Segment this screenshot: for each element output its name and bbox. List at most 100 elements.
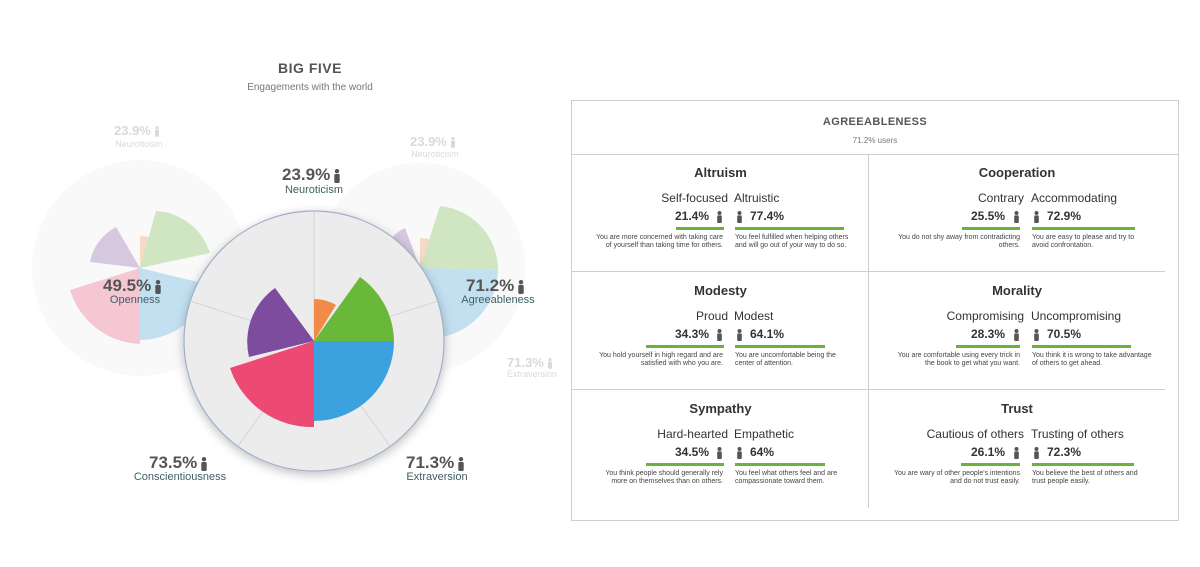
facet-title: Modesty: [694, 283, 747, 298]
facet-sympathy: Sympathy Hard-hearted Empathetic 34.5% 6…: [572, 390, 869, 508]
neuroticism-slice[interactable]: [314, 298, 336, 341]
facet-high-label: Trusting of others: [1031, 427, 1124, 441]
facet-high-description: You are easy to please and try to avoid …: [1032, 234, 1135, 249]
facet-modesty: Modesty Proud Modest 34.3% 64.1% You hol…: [572, 272, 869, 390]
openness-ghost-slices: [70, 211, 210, 344]
person-icon: [155, 279, 161, 294]
agreeableness-panel: AGREEABLENESS 71.2% users Altruism Self-…: [571, 100, 1179, 521]
extraversion-slice[interactable]: [314, 341, 394, 421]
facet-high-bar: [1032, 345, 1131, 348]
person-icon: [1034, 329, 1039, 341]
agreeableness-label[interactable]: Agreeableness: [461, 294, 535, 306]
ghost-extraversion-pct: 71.3%: [507, 355, 553, 370]
facet-low-label: Self-focused: [661, 191, 728, 205]
facet-low-pct: 21.4%: [674, 209, 709, 223]
facet-high-pct: 72.3%: [1047, 445, 1082, 459]
conscientiousness-slice[interactable]: [230, 341, 314, 428]
person-icon: [547, 358, 552, 369]
person-icon: [450, 137, 455, 148]
facet-low-bar: [646, 345, 724, 348]
facet-title: Trust: [1001, 401, 1033, 416]
person-icon: [737, 211, 742, 223]
facet-low-description: You hold yourself in high regard and are…: [599, 352, 723, 367]
person-icon: [1014, 211, 1019, 223]
person-icon: [458, 456, 464, 471]
facet-low-description: You are comfortable using every trick in…: [897, 352, 1020, 367]
facet-high-bar: [1032, 463, 1134, 466]
conscientiousness-pct[interactable]: 73.5%: [149, 453, 208, 473]
ghost-neuroticism-pct-left: 23.9%: [114, 123, 160, 138]
neuroticism-pct[interactable]: 23.9%: [282, 165, 341, 185]
conscientiousness-label[interactable]: Conscientiousness: [133, 471, 227, 483]
facet-high-bar: [1032, 227, 1135, 230]
facet-low-description: You do not shy away from contradicting o…: [898, 234, 1020, 249]
facet-high-label: Altruistic: [734, 191, 780, 205]
person-icon: [518, 279, 524, 294]
person-icon: [154, 126, 159, 137]
facet-high-pct: 64.1%: [750, 327, 785, 341]
person-icon: [201, 456, 207, 471]
facet-high-label: Uncompromising: [1031, 309, 1122, 323]
person-icon: [1014, 329, 1019, 341]
big-five-sunburst-chart[interactable]: [0, 0, 620, 567]
openness-pct[interactable]: 49.5%: [103, 276, 162, 296]
facet-low-pct: 26.1%: [970, 445, 1005, 459]
person-icon: [1034, 447, 1039, 459]
person-icon: [1014, 447, 1019, 459]
big-five-section: BIG FIVE Engagements with the world: [0, 0, 620, 567]
facet-low-bar: [676, 227, 724, 230]
openness-label[interactable]: Openness: [109, 294, 161, 306]
neuroticism-label[interactable]: Neuroticism: [284, 184, 344, 196]
big-five-title: BIG FIVE: [278, 60, 342, 76]
facet-morality: Morality Compromising Uncompromising 28.…: [868, 272, 1165, 390]
facet-high-pct: 72.9%: [1047, 209, 1082, 223]
panel-title: AGREEABLENESS: [822, 116, 928, 128]
person-icon: [717, 211, 722, 223]
facet-high-description: You believe the best of others and trust…: [1032, 470, 1138, 485]
person-icon: [737, 447, 742, 459]
facet-low-bar: [646, 463, 724, 466]
facet-low-pct: 34.5%: [674, 445, 709, 459]
facet-high-pct: 64%: [750, 445, 775, 459]
person-icon: [1034, 211, 1039, 223]
facet-high-bar: [735, 345, 825, 348]
facet-low-label: Contrary: [977, 191, 1024, 205]
facet-high-description: You feel fulfilled when helping others a…: [735, 234, 849, 249]
facet-low-bar: [962, 227, 1020, 230]
facet-trust: Trust Cautious of others Trusting of oth…: [868, 390, 1165, 508]
agreeableness-pct[interactable]: 71.2%: [466, 276, 525, 296]
facet-altruism: Altruism Self-focused Altruistic 21.4% 7…: [572, 154, 869, 272]
facet-low-label: Hard-hearted: [657, 427, 728, 441]
facet-low-label: Cautious of others: [926, 427, 1024, 441]
facet-low-pct: 34.3%: [674, 327, 709, 341]
panel-header: AGREEABLENESS 71.2% users: [572, 101, 1178, 155]
facet-low-label: Proud: [695, 309, 728, 323]
extraversion-label[interactable]: Extraversion: [406, 471, 468, 483]
facet-high-description: You are uncomfortable being the center o…: [735, 352, 836, 367]
ghost-neuroticism-pct-right: 23.9%: [410, 134, 456, 149]
facet-low-description: You think people should generally rely m…: [605, 470, 723, 485]
person-icon: [717, 329, 722, 341]
facet-high-description: You think it is wrong to take advantage …: [1032, 352, 1152, 367]
big-five-subtitle: Engagements with the world: [247, 82, 373, 93]
facet-low-pct: 25.5%: [970, 209, 1005, 223]
facet-title: Cooperation: [978, 165, 1056, 180]
facet-title: Morality: [992, 283, 1042, 298]
person-icon: [334, 168, 340, 183]
ghost-neuroticism-label-right: Neuroticism: [411, 149, 459, 159]
facet-high-label: Accommodating: [1031, 191, 1118, 205]
openness-slice[interactable]: [247, 288, 314, 357]
facet-low-pct: 28.3%: [970, 327, 1005, 341]
person-icon: [737, 329, 742, 341]
agreeableness-slice[interactable]: [314, 277, 394, 341]
facet-title: Sympathy: [689, 401, 752, 416]
facet-title: Altruism: [694, 165, 747, 180]
facet-low-label: Compromising: [946, 309, 1024, 323]
facet-high-description: You feel what others feel and are compas…: [735, 470, 838, 485]
facet-high-pct: 77.4%: [750, 209, 785, 223]
facet-low-bar: [956, 345, 1020, 348]
extraversion-pct[interactable]: 71.3%: [406, 453, 465, 473]
panel-subtitle: 71.2% users: [852, 136, 898, 145]
facet-cooperation: Cooperation Contrary Accommodating 25.5%…: [868, 154, 1165, 272]
facet-low-description: You are more concerned with taking care …: [596, 234, 723, 249]
